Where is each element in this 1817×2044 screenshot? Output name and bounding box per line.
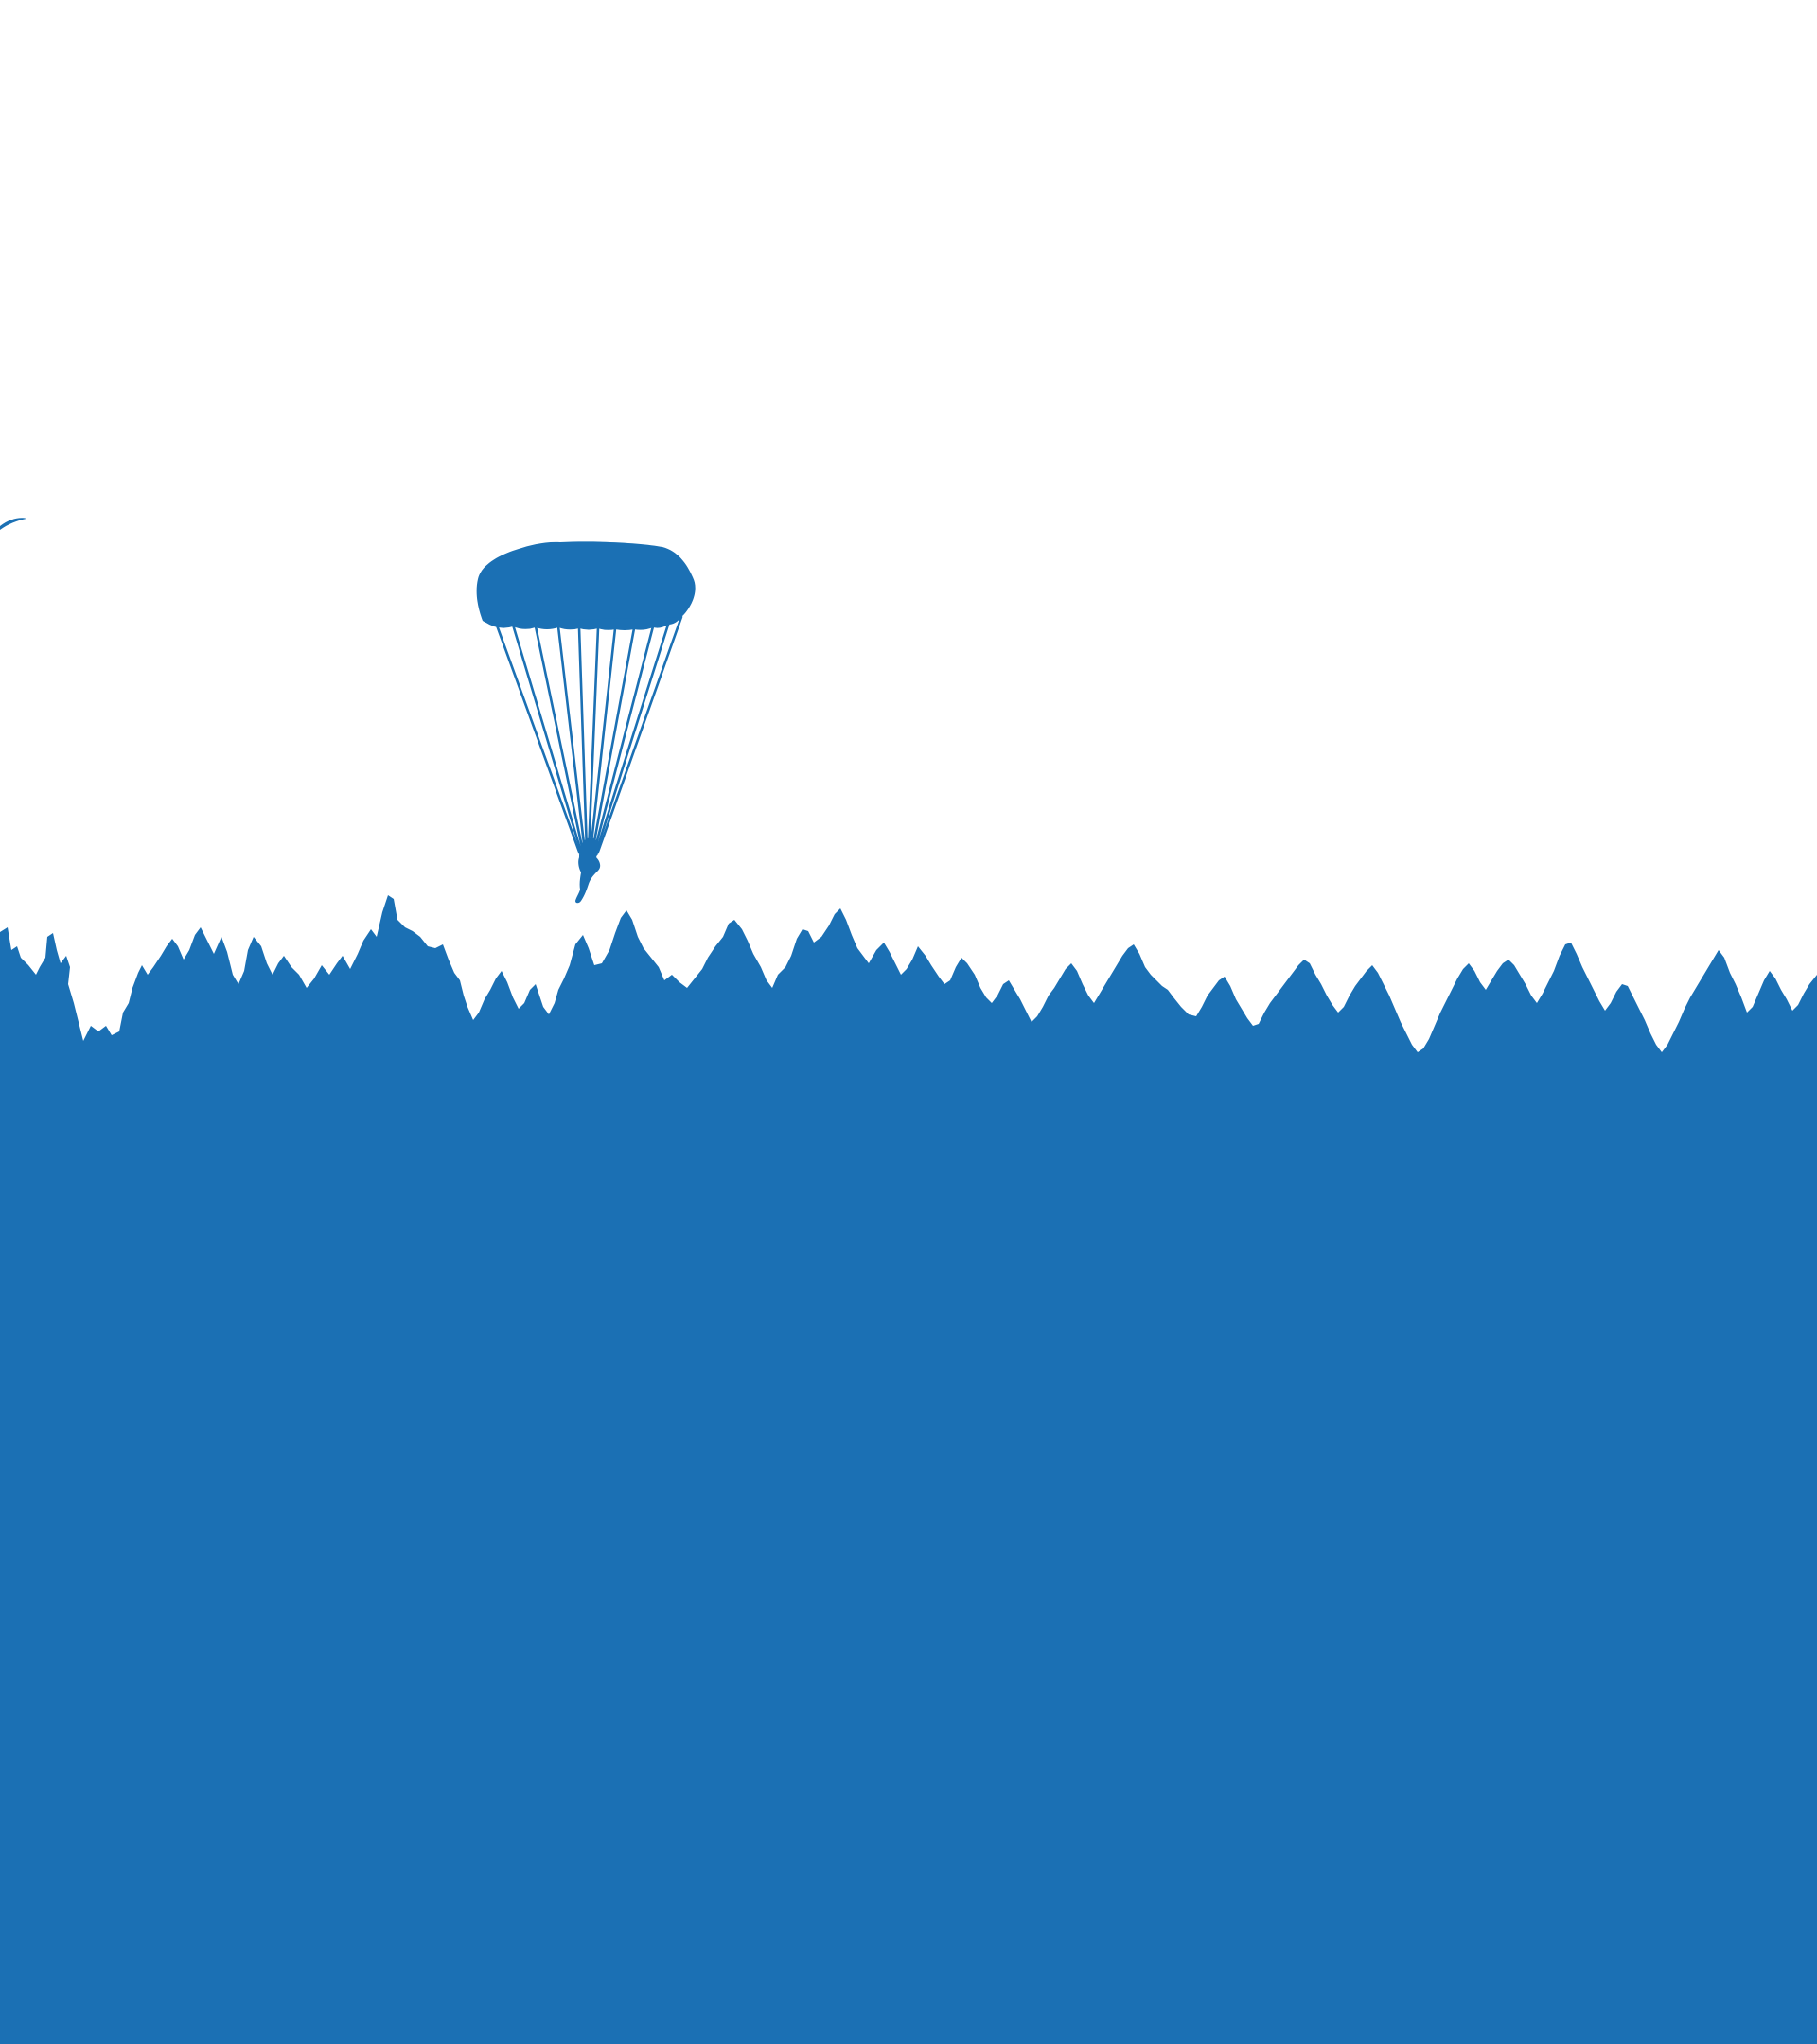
suspension-lines (494, 615, 683, 854)
parachute-canopy (476, 541, 696, 629)
parachutist-figure (575, 837, 601, 904)
parachute (476, 541, 696, 904)
treeline-silhouette (0, 895, 1817, 2044)
canopy-scallops (485, 617, 681, 630)
partial-canopy-edge (0, 518, 26, 530)
